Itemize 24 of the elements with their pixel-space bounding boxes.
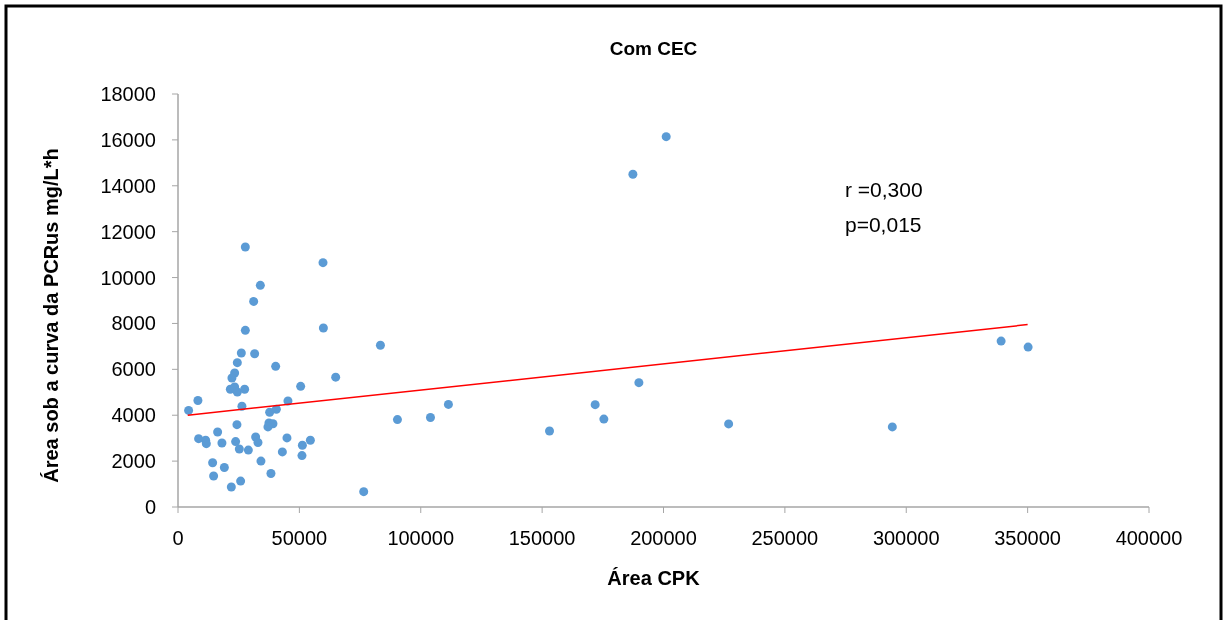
x-tick-label: 300000 xyxy=(872,527,940,549)
y-tick-label: 2000 xyxy=(111,450,156,473)
x-axis-title: Área CPK xyxy=(607,567,701,589)
x-tick-label: 150000 xyxy=(508,527,576,549)
y-tick-label: 10000 xyxy=(100,266,156,289)
x-tick-label: 200000 xyxy=(630,527,697,549)
x-tick-label: 0 xyxy=(172,527,184,549)
annotation: r =0,300 xyxy=(845,178,923,201)
y-tick-label: 16000 xyxy=(100,128,156,151)
y-tick-label: 18000 xyxy=(100,83,156,105)
y-tick-label: 0 xyxy=(144,496,156,518)
y-tick-label: 6000 xyxy=(111,358,156,381)
x-tick-label: 400000 xyxy=(1115,527,1183,549)
y-tick-label: 12000 xyxy=(100,220,156,243)
y-tick-label: 8000 xyxy=(111,312,156,335)
x-tick-label: 50000 xyxy=(271,527,328,549)
annotation: p=0,015 xyxy=(845,213,922,236)
y-tick-label: 4000 xyxy=(111,404,156,427)
chart-title: Com CEC xyxy=(609,38,698,59)
y-axis-title: Área sob a curva da PCRus mg/L*h xyxy=(40,148,62,483)
x-tick-label: 100000 xyxy=(387,527,455,549)
x-tick-label: 350000 xyxy=(994,527,1061,549)
y-tick-label: 14000 xyxy=(100,174,156,197)
x-tick-label: 250000 xyxy=(751,527,819,549)
